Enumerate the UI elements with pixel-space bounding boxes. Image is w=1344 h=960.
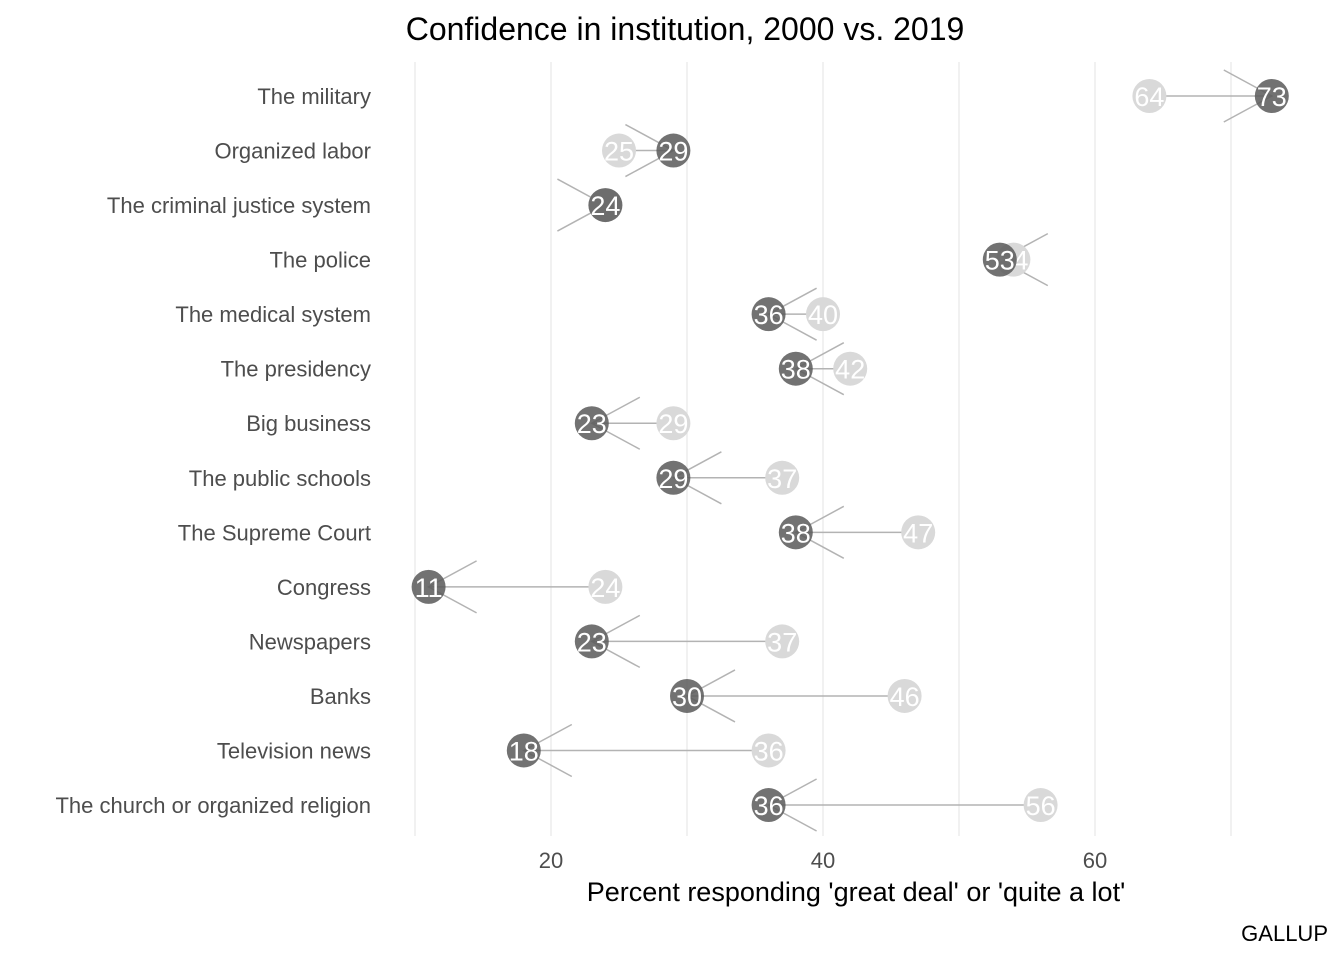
point-2019 (751, 788, 786, 823)
point-2000-label: 36 (754, 736, 784, 766)
point-2019 (751, 297, 786, 332)
point-2019 (588, 188, 623, 223)
point-2019-label: 23 (577, 627, 607, 657)
point-2019 (1254, 79, 1289, 113)
point-2019 (982, 242, 1017, 277)
chart-title: Confidence in institution, 2000 vs. 2019 (406, 11, 965, 47)
x-tick-label: 20 (539, 848, 563, 873)
point-2000-label: 24 (590, 573, 620, 603)
point-2000 (833, 351, 868, 386)
point-2019-label: 36 (754, 791, 784, 821)
point-2000-label: 29 (658, 409, 688, 439)
point-2000 (602, 133, 636, 168)
point-2000-label: 25 (604, 137, 634, 167)
point-2019 (778, 515, 813, 550)
point-2000-label: 56 (1026, 791, 1056, 821)
point-2000 (1132, 79, 1167, 113)
grid-lines (414, 62, 1232, 836)
point-2019-label: 36 (754, 300, 784, 330)
x-tick-label: 40 (811, 848, 835, 873)
category-label: The medical system (175, 302, 371, 327)
point-2019 (670, 678, 704, 713)
point-2000-label: 37 (767, 627, 797, 657)
category-label: The presidency (221, 357, 371, 382)
point-2019-label: 18 (509, 736, 539, 766)
point-2000-label: 37 (767, 464, 797, 494)
point-2000 (901, 515, 936, 550)
point-2019-label: 29 (658, 464, 688, 494)
point-2000-label: 47 (903, 518, 933, 548)
point-2019-label: 73 (1257, 82, 1287, 112)
category-label: The church or organized religion (55, 793, 371, 818)
category-label: Newspapers (249, 629, 371, 654)
point-2019 (574, 406, 609, 441)
point-2000 (765, 460, 800, 495)
category-label: Congress (277, 575, 371, 600)
point-2019 (506, 733, 541, 768)
point-2019-label: 53 (985, 246, 1015, 276)
point-2019-label: 38 (781, 355, 811, 385)
point-2000 (806, 297, 840, 332)
point-2000 (887, 678, 922, 713)
x-tick-label: 60 (1083, 848, 1107, 873)
point-2019-label: 23 (577, 409, 607, 439)
point-2019-label: 24 (590, 191, 620, 221)
point-2019-label: 29 (658, 137, 688, 167)
point-2000 (765, 624, 800, 659)
point-2019 (656, 133, 691, 168)
point-2019-label: 38 (781, 518, 811, 548)
point-2000-label: 42 (835, 355, 865, 385)
point-2000 (1023, 788, 1058, 823)
category-labels: The military Organized labor The criminal … (55, 84, 371, 818)
category-label: The criminal justice system (107, 193, 371, 218)
category-label: Big business (246, 411, 371, 436)
point-2019 (574, 624, 609, 659)
point-2000-label: 64 (1134, 82, 1164, 112)
caption: GALLUP (1241, 921, 1328, 946)
category-label: The police (269, 248, 371, 273)
points: 6473252924245453403642382923372947382411… (411, 79, 1289, 823)
point-2019-label: 11 (415, 573, 443, 603)
point-2019 (778, 351, 813, 386)
category-label: Banks (310, 684, 371, 709)
category-label: The Supreme Court (178, 520, 371, 545)
category-label: Television news (217, 738, 371, 763)
point-2000 (656, 406, 691, 441)
x-axis-title: Percent responding 'great deal' or 'quit… (587, 877, 1125, 907)
x-axis-ticks: 20 40 60 (539, 848, 1107, 873)
point-2019-label: 30 (672, 682, 702, 712)
point-2000 (588, 569, 623, 604)
point-2019 (411, 569, 446, 604)
point-2000-label: 46 (890, 682, 920, 712)
category-label: The military (257, 84, 371, 109)
point-2000 (751, 733, 786, 768)
point-2000-label: 40 (808, 300, 838, 330)
category-label: The public schools (189, 466, 371, 491)
category-label: Organized labor (214, 139, 371, 164)
point-2019 (656, 460, 691, 495)
